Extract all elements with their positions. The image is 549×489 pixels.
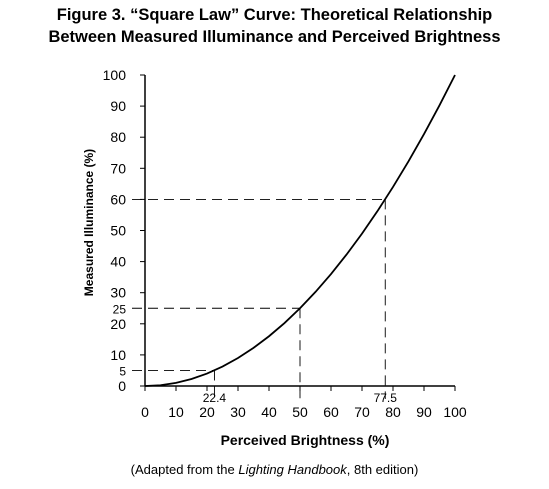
x-tick-label: 20 xyxy=(199,404,215,420)
y-tick-label: 30 xyxy=(110,285,126,301)
tick-marks xyxy=(140,74,456,391)
y-tick-label: 0 xyxy=(118,378,126,394)
y-axis-title: Measured Illuminance (%) xyxy=(82,149,96,296)
x-axis-title: Perceived Brightness (%) xyxy=(221,432,390,448)
x-tick-label: 30 xyxy=(230,404,246,420)
y-tick-label: 90 xyxy=(110,98,126,114)
x-tick-label: 60 xyxy=(323,404,339,420)
x-tick-label: 90 xyxy=(416,404,432,420)
x-tick-label: 50 xyxy=(292,404,308,420)
y-tick-label: 60 xyxy=(110,191,126,207)
x-tick-label: 40 xyxy=(261,404,277,420)
reference-y-label: 5 xyxy=(119,364,126,378)
x-tick-label: 70 xyxy=(354,404,370,420)
reference-x-label: 22.4 xyxy=(203,391,227,405)
reference-lines xyxy=(132,198,386,399)
y-tick-label: 10 xyxy=(110,347,126,363)
x-tick-label: 0 xyxy=(141,404,149,420)
caption-suffix: , 8th edition) xyxy=(346,462,419,477)
reference-labels: 5 22.4 25 77.5 xyxy=(113,302,398,405)
reference-y-label: 25 xyxy=(113,302,127,316)
tick-labels: 0 10 20 30 40 50 60 70 80 90 100 0 10 20 30 40 50 60 70 80 9… xyxy=(103,67,467,420)
curve-layer xyxy=(144,74,456,387)
y-tick-label: 100 xyxy=(103,67,127,83)
caption-book-title: Lighting Handbook xyxy=(238,462,347,477)
chart-title-line-2: Between Measured Illuminance and Perceiv… xyxy=(48,28,501,46)
x-tick-label: 100 xyxy=(443,404,467,420)
y-tick-label: 20 xyxy=(110,316,126,332)
y-tick-label: 80 xyxy=(110,129,126,145)
x-tick-label: 80 xyxy=(385,404,401,420)
chart-title-line-1: Figure 3. “Square Law” Curve: Theoretica… xyxy=(56,6,493,24)
y-tick-label: 50 xyxy=(110,223,126,239)
chart-title: Figure 3. “Square Law” Curve: Theoretica… xyxy=(0,4,549,48)
axes xyxy=(144,75,455,387)
y-tick-label: 40 xyxy=(110,254,126,270)
square-law-curve xyxy=(144,74,456,387)
reference-x-label: 77.5 xyxy=(374,391,398,405)
x-tick-label: 10 xyxy=(168,404,184,420)
caption-prefix: (Adapted from the xyxy=(130,462,239,477)
source-caption: (Adapted from the Lighting Handbook, 8th… xyxy=(0,462,549,477)
y-tick-label: 70 xyxy=(110,160,126,176)
